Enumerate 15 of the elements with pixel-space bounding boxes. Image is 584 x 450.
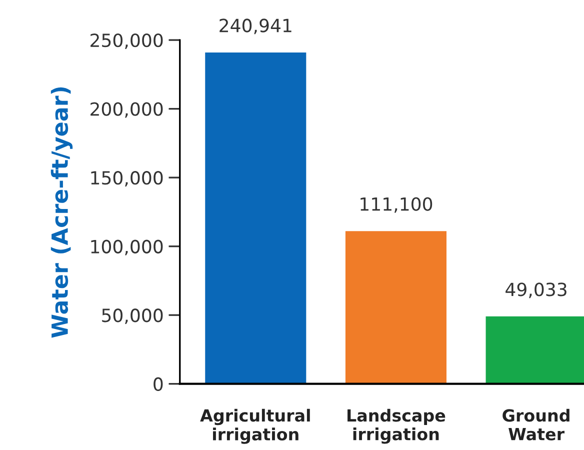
y-tick-label: 250,000 [90,34,163,50]
y-axis-title: Water (Acre-ft/year) [50,87,73,338]
y-tick-label: 150,000 [91,171,163,187]
data-label: 111,100 [360,197,432,213]
y-tick-label: 0 [154,377,163,391]
bar [345,231,446,384]
bar [205,52,306,384]
y-tick-label: 200,000 [90,102,163,118]
x-tick-label: Agricultural irrigation [200,408,310,444]
data-label: 49,033 [506,282,566,298]
y-tick-label: 100,000 [91,240,163,256]
data-label: 240,941 [220,18,292,34]
y-tick-label: 50,000 [102,308,163,324]
x-tick-label: Ground Water [502,408,570,440]
x-tick-label: Landscape irrigation [348,408,446,444]
